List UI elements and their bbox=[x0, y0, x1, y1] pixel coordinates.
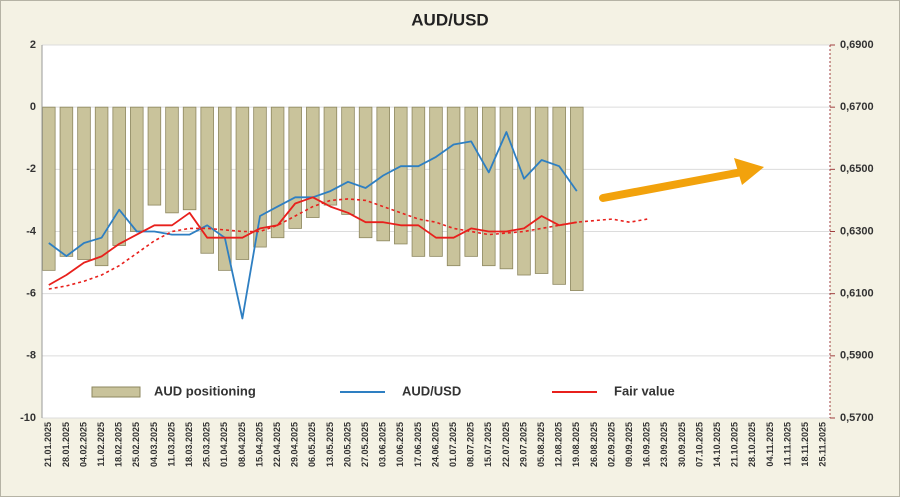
bar bbox=[464, 106, 478, 257]
x-tick-label: 18.11.2025 bbox=[800, 422, 810, 467]
x-tick-label: 04.11.2025 bbox=[765, 422, 775, 467]
bar bbox=[182, 106, 197, 211]
bar bbox=[200, 106, 214, 254]
x-tick-label: 12.08.2025 bbox=[554, 422, 564, 467]
x-tick-label: 15.04.2025 bbox=[254, 422, 264, 467]
bar bbox=[59, 106, 74, 257]
y2-tick-label: 0,5700 bbox=[840, 412, 874, 424]
x-tick-label: 25.02.2025 bbox=[131, 422, 141, 467]
bar bbox=[130, 106, 144, 232]
y2-tick-label: 0,6100 bbox=[840, 288, 874, 300]
bar bbox=[147, 106, 162, 206]
bar bbox=[570, 106, 584, 291]
x-tick-label: 01.04.2025 bbox=[219, 422, 229, 467]
x-tick-label: 08.04.2025 bbox=[237, 422, 247, 467]
x-tick-label: 20.05.2025 bbox=[342, 422, 352, 467]
x-tick-label: 28.10.2025 bbox=[747, 422, 757, 467]
bar bbox=[235, 106, 250, 260]
y-tick-label: -8 bbox=[26, 350, 36, 362]
x-tick-label: 03.06.2025 bbox=[378, 422, 388, 467]
x-tick-label: 05.08.2025 bbox=[536, 422, 546, 467]
plot-layer: -10 -8 -6 -4 -2 0 2 0,5700 0,5900 0,6100 0,6300 0,6… bbox=[20, 39, 874, 467]
x-tick-label: 09.09.2025 bbox=[624, 422, 634, 467]
bar bbox=[552, 106, 566, 285]
bar bbox=[306, 106, 320, 218]
x-tick-label: 29.07.2025 bbox=[518, 422, 528, 467]
bar bbox=[358, 106, 373, 239]
x-tick-label: 19.08.2025 bbox=[571, 422, 581, 467]
bar bbox=[534, 106, 549, 274]
x-tick-label: 13.05.2025 bbox=[325, 422, 335, 467]
bar bbox=[482, 106, 496, 267]
x-tick-label: 11.03.2025 bbox=[166, 422, 176, 467]
bar bbox=[165, 106, 179, 214]
trend-arrow-head bbox=[734, 158, 764, 185]
x-tick-label: 07.10.2025 bbox=[694, 422, 704, 467]
trend-arrow bbox=[599, 168, 746, 202]
bar bbox=[253, 106, 267, 248]
x-tick-label: 22.07.2025 bbox=[501, 422, 511, 467]
x-tick-label: 16.09.2025 bbox=[642, 422, 652, 467]
x-tick-label: 11.02.2025 bbox=[96, 422, 106, 467]
bar bbox=[341, 106, 355, 215]
y-tick-label: 0 bbox=[30, 101, 36, 113]
y-tick-label: -2 bbox=[26, 163, 36, 175]
bar bbox=[94, 106, 109, 267]
x-tick-label: 21.10.2025 bbox=[730, 422, 740, 467]
x-tick-label: 11.11.2025 bbox=[782, 422, 792, 466]
x-tick-label: 17.06.2025 bbox=[413, 422, 423, 467]
x-tick-label: 26.08.2025 bbox=[589, 422, 599, 467]
y-tick-label: 2 bbox=[30, 39, 36, 51]
y2-tick-label: 0,6700 bbox=[840, 101, 874, 113]
bar bbox=[499, 106, 514, 270]
legend-label: Fair value bbox=[614, 383, 675, 398]
chart-title: AUD/USD bbox=[411, 10, 488, 29]
y2-tick-label: 0,6500 bbox=[840, 163, 874, 175]
y2-tick-label: 0,6900 bbox=[840, 39, 874, 51]
bar bbox=[270, 106, 285, 239]
x-tick-label: 06.05.2025 bbox=[307, 422, 317, 467]
x-tick-label: 25.11.2025 bbox=[818, 422, 828, 467]
y2-tick-label: 0,5900 bbox=[840, 350, 874, 362]
bar bbox=[446, 106, 461, 267]
bar bbox=[411, 106, 426, 257]
x-tick-label: 18.02.2025 bbox=[114, 422, 124, 467]
x-tick-label: 27.05.2025 bbox=[360, 422, 370, 467]
legend-swatch bbox=[91, 386, 141, 398]
x-tick-label: 10.06.2025 bbox=[395, 422, 405, 467]
bar bbox=[517, 106, 531, 276]
x-tick-label: 22.04.2025 bbox=[272, 422, 282, 467]
y-tick-label: -4 bbox=[26, 225, 37, 237]
legend-label: AUD positioning bbox=[154, 383, 256, 398]
bar bbox=[218, 106, 232, 271]
x-tick-label: 08.07.2025 bbox=[466, 422, 476, 467]
dotted-line bbox=[48, 198, 648, 290]
y-tick-label: -6 bbox=[26, 288, 36, 300]
y2-tick-label: 0,6300 bbox=[840, 225, 874, 237]
bar bbox=[323, 106, 338, 206]
legend-label: AUD/USD bbox=[402, 383, 461, 398]
x-tick-label: 28.01.2025 bbox=[61, 422, 71, 467]
x-tick-label: 04.02.2025 bbox=[78, 422, 88, 467]
bar bbox=[394, 106, 408, 245]
bar bbox=[429, 106, 443, 257]
x-tick-label: 25.03.2025 bbox=[202, 422, 212, 467]
x-tick-label: 29.04.2025 bbox=[290, 422, 300, 467]
x-tick-label: 30.09.2025 bbox=[677, 422, 687, 467]
x-tick-label: 02.09.2025 bbox=[606, 422, 616, 467]
y-tick-label: -10 bbox=[20, 412, 36, 424]
x-tick-label: 23.09.2025 bbox=[659, 422, 669, 467]
x-tick-label: 21.01.2025 bbox=[43, 422, 53, 467]
x-tick-label: 24.06.2025 bbox=[430, 422, 440, 467]
bar bbox=[112, 106, 126, 246]
x-tick-label: 14.10.2025 bbox=[712, 422, 722, 467]
bar bbox=[77, 106, 91, 260]
x-tick-label: 18.03.2025 bbox=[184, 422, 194, 467]
line bbox=[48, 196, 577, 286]
x-tick-label: 04.03.2025 bbox=[149, 422, 159, 467]
x-tick-label: 15.07.2025 bbox=[483, 422, 493, 467]
x-tick-label: 01.07.2025 bbox=[448, 422, 458, 467]
